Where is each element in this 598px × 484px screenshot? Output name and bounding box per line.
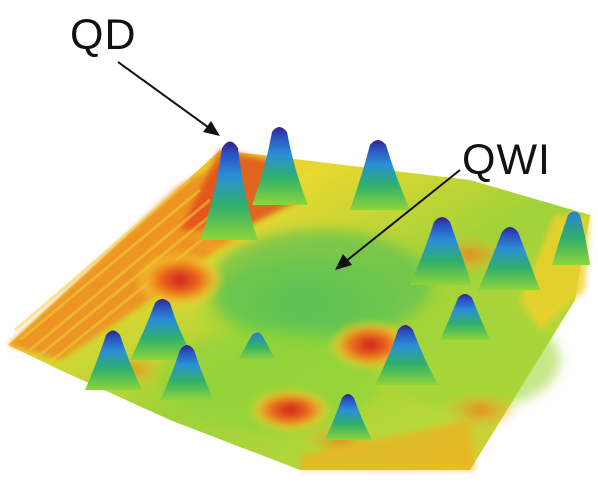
qd-arrow <box>118 62 212 130</box>
pit-1 <box>135 252 225 308</box>
qd-arrowhead <box>203 121 220 136</box>
qd-label: QD <box>70 14 137 57</box>
qwi-label: QWI <box>462 139 551 182</box>
